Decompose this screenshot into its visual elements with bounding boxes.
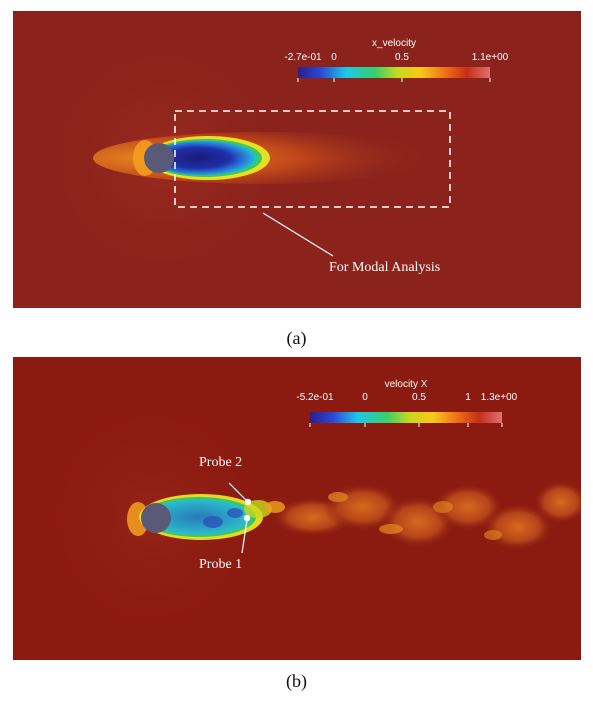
- velocity-contour-a: [13, 11, 581, 308]
- probe-1-label: Probe 1: [199, 557, 243, 572]
- modal-analysis-box: [174, 110, 451, 208]
- recirculation-bubble: [145, 499, 251, 535]
- colorbar-tick: 0.5: [412, 392, 426, 403]
- cylinder: [141, 503, 171, 533]
- colorbar-tick: -5.2e-01: [296, 392, 334, 403]
- probe-2-marker: [244, 498, 252, 506]
- colorbar-tick: 0: [331, 52, 337, 63]
- colorbar-title: x_velocity: [372, 38, 416, 49]
- colorbar-tick: 0.5: [395, 52, 409, 63]
- modal-analysis-label: For Modal Analysis: [329, 260, 441, 275]
- probe-1-marker: [243, 514, 251, 522]
- colorbar-tick: 0: [362, 392, 368, 403]
- colorbar-tick: 1.3e+00: [480, 392, 518, 403]
- colorbar-title: velocity X: [384, 379, 428, 390]
- velocity-contour-b: [13, 357, 581, 660]
- colorbar-tick: 1: [465, 392, 471, 403]
- annotation-leader-line: [262, 212, 334, 257]
- colorbar-a: [298, 67, 490, 78]
- turbulent-wake: [271, 480, 581, 551]
- recirculation-bubble: [150, 141, 256, 175]
- probe-2-label: Probe 2: [199, 455, 243, 470]
- flow-field-panel-b: velocity X -5.2e-01 0 0.5 1 1.3e+00 Prob…: [13, 357, 581, 660]
- caption-b: (b): [286, 671, 307, 691]
- cylinder: [144, 143, 174, 173]
- flow-field-panel-a: x_velocity -2.7e-01 0 0.5 1.1e+00 For Mo…: [13, 11, 581, 308]
- colorbar-b: [310, 412, 502, 423]
- colorbar-tick: 1.1e+00: [471, 52, 509, 63]
- colorbar-tick: -2.7e-01: [284, 52, 322, 63]
- caption-a: (a): [286, 328, 307, 348]
